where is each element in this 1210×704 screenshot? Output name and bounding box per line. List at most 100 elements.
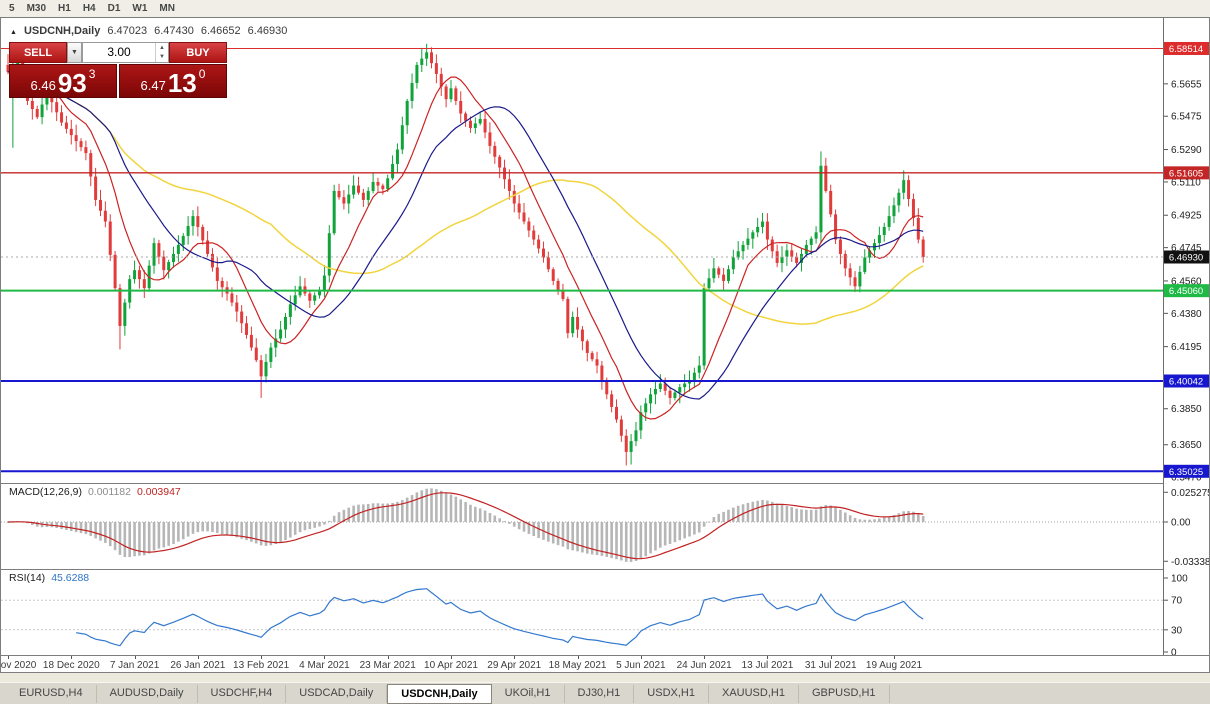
timeframe-button-5[interactable]: 5 <box>9 3 15 14</box>
rsi-name: RSI(14) <box>9 572 46 584</box>
svg-text:-0.033388: -0.033388 <box>1171 557 1209 568</box>
svg-text:6.35025: 6.35025 <box>1169 467 1203 478</box>
sell-button[interactable]: SELL <box>9 42 67 63</box>
sell-price-prefix: 6.46 <box>30 78 56 93</box>
svg-text:6.4380: 6.4380 <box>1171 309 1202 320</box>
volume-increase-button[interactable]: ▲ <box>159 44 165 51</box>
date-label: 29 Apr 2021 <box>487 660 542 671</box>
svg-text:0: 0 <box>1171 648 1177 656</box>
time-tick <box>8 656 9 659</box>
time-tick <box>640 656 642 659</box>
svg-text:6.4925: 6.4925 <box>1171 211 1202 222</box>
svg-text:6.51605: 6.51605 <box>1169 168 1203 179</box>
macd-label: MACD(12,26,9) 0.001182 0.003947 <box>9 486 181 498</box>
symbol-label: USDCNH,Daily <box>23 25 101 37</box>
tab-usdx-h1[interactable]: USDX,H1 <box>634 684 709 703</box>
svg-text:6.46930: 6.46930 <box>1169 253 1203 264</box>
chart-window[interactable]: 6.5655 6.5475 6.5290 6.5110 6.4925 6.4745 6.45… <box>0 17 1210 673</box>
time-tick <box>134 656 136 659</box>
time-axis[interactable]: 30 Nov 2020 18 Dec 2020 7 Jan 2021 26 Jan 2… <box>1 655 1209 672</box>
tab-usdcnh-daily[interactable]: USDCNH,Daily <box>387 683 492 704</box>
candlestick-series <box>6 43 925 466</box>
rsi-value: 45.6288 <box>51 572 90 584</box>
timeframe-button-m30[interactable]: M30 <box>26 3 47 14</box>
tab-dj30-h1[interactable]: DJ30,H1 <box>565 684 635 703</box>
buy-price-prefix: 6.47 <box>140 78 166 93</box>
svg-text:6.45060: 6.45060 <box>1169 286 1203 297</box>
tab-xauusd-h1[interactable]: XAUUSD,H1 <box>709 684 799 703</box>
rsi-label: RSI(14) 45.6288 <box>9 572 89 584</box>
svg-text:6.5655: 6.5655 <box>1171 79 1202 90</box>
tab-usdchf-h4[interactable]: USDCHF,H4 <box>198 684 287 703</box>
svg-text:6.4195: 6.4195 <box>1171 342 1202 353</box>
macd-histogram <box>6 488 925 562</box>
macd-pane[interactable]: 0.025275 0.00 -0.033388 <box>1 483 1209 569</box>
tab-ukoil-h1[interactable]: UKOil,H1 <box>492 684 565 703</box>
time-tick <box>71 656 73 659</box>
main-price-pane[interactable]: 6.5655 6.5475 6.5290 6.5110 6.4925 6.4745 6.45… <box>1 18 1209 483</box>
svg-text:70: 70 <box>1171 596 1183 607</box>
volume-decrease-button[interactable]: ▼ <box>159 54 165 61</box>
tab-eurusd-h4[interactable]: EURUSD,H4 <box>6 684 97 703</box>
buy-price-button[interactable]: 6.47 13 0 <box>119 64 227 98</box>
svg-text:6.5290: 6.5290 <box>1171 145 1202 156</box>
timeframe-button-h4[interactable]: H4 <box>82 3 96 14</box>
svg-text:6.3470: 6.3470 <box>1171 473 1202 483</box>
date-label: 24 Jun 2021 <box>676 660 732 671</box>
timeframe-button-mn[interactable]: MN <box>159 3 175 14</box>
date-label: 4 Mar 2021 <box>299 660 350 671</box>
svg-text:0.025275: 0.025275 <box>1171 488 1209 499</box>
time-tick <box>450 656 452 659</box>
date-label: 31 Jul 2021 <box>804 660 857 671</box>
sell-price-button[interactable]: 6.46 93 3 <box>9 64 117 98</box>
date-label: 18 Dec 2020 <box>42 660 100 671</box>
volume-value: 3.00 <box>107 45 131 59</box>
buy-button[interactable]: BUY <box>169 42 227 63</box>
macd-main-value: 0.001182 <box>87 486 131 498</box>
price-axis[interactable]: 6.5655 6.5475 6.5290 6.5110 6.4925 6.4745 6.45… <box>1163 18 1210 483</box>
rsi-pane[interactable]: 100 70 30 0 <box>1 569 1209 655</box>
price-axis[interactable]: 0.025275 0.00 -0.033388 <box>1163 483 1210 569</box>
tab-gbpusd-h1[interactable]: GBPUSD,H1 <box>799 684 890 703</box>
chart-title: ▲ USDCNH,Daily 6.47023 6.47430 6.46652 6… <box>10 25 287 37</box>
date-label: 13 Feb 2021 <box>233 660 290 671</box>
svg-text:6.3650: 6.3650 <box>1171 440 1202 451</box>
date-label: 7 Jan 2021 <box>109 660 160 671</box>
buy-price-sup: 0 <box>198 67 206 81</box>
time-tick <box>767 656 769 659</box>
tab-audusd-daily[interactable]: AUDUSD,Daily <box>97 684 198 703</box>
collapse-icon[interactable]: ▲ <box>10 29 17 36</box>
timeframe-button-d1[interactable]: D1 <box>107 3 121 14</box>
rsi-line <box>76 588 924 647</box>
svg-text:6.5475: 6.5475 <box>1171 112 1202 123</box>
macd-name: MACD(12,26,9) <box>9 486 82 498</box>
time-tick <box>893 656 895 659</box>
date-label: 23 Mar 2021 <box>359 660 416 671</box>
time-tick <box>324 656 326 659</box>
svg-text:6.58514: 6.58514 <box>1169 44 1203 55</box>
chevron-down-icon: ▼ <box>71 49 78 56</box>
time-tick <box>704 656 706 659</box>
date-label: 13 Jul 2021 <box>741 660 794 671</box>
volume-input[interactable]: 3.00 ▲ ▼ <box>82 42 169 63</box>
svg-text:6.40042: 6.40042 <box>1169 376 1203 387</box>
date-label: 19 Aug 2021 <box>865 660 923 671</box>
ma-slow-yellow <box>7 64 924 325</box>
date-label: 30 Nov 2020 <box>1 660 37 671</box>
volume-dropdown-button[interactable]: ▼ <box>67 42 82 63</box>
date-label: 10 Apr 2021 <box>424 660 478 671</box>
buy-price-big: 13 <box>167 67 197 98</box>
price-axis[interactable]: 100 70 30 0 <box>1163 569 1210 656</box>
horizontal-lines[interactable] <box>1 47 1163 473</box>
ohlc-low: 6.46652 <box>200 25 241 37</box>
timeframe-button-w1[interactable]: W1 <box>132 3 148 14</box>
ma-fast-red <box>7 65 924 420</box>
sell-price-big: 93 <box>57 67 87 98</box>
tab-usdcad-daily[interactable]: USDCAD,Daily <box>286 684 388 703</box>
svg-text:6.5110: 6.5110 <box>1171 177 1201 188</box>
timeframe-button-h1[interactable]: H1 <box>58 3 71 14</box>
ohlc-high: 6.47430 <box>154 25 194 37</box>
ohlc-open: 6.47023 <box>107 25 148 37</box>
macd-signal-line <box>7 492 924 560</box>
